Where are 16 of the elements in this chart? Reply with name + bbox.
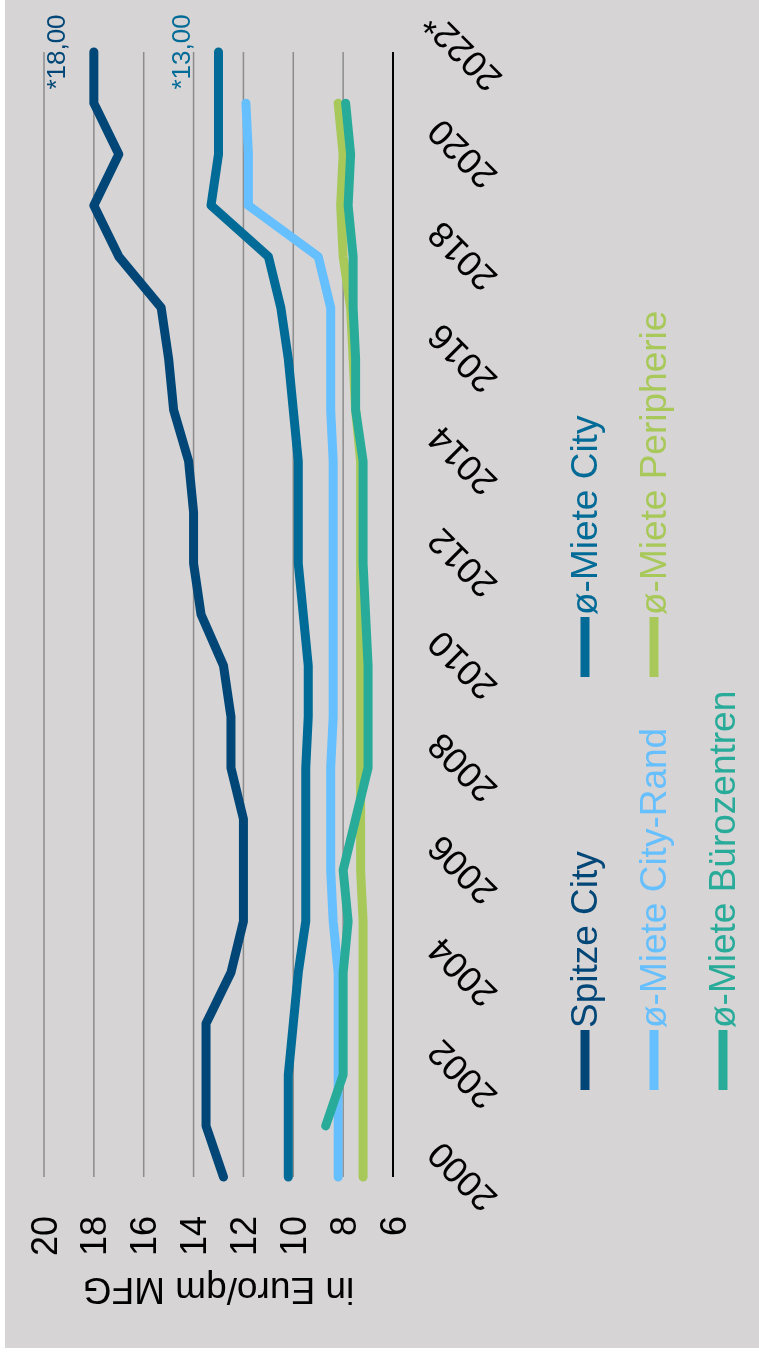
x-tick-label: 12 — [222, 1216, 264, 1257]
x-tick-label: 14 — [173, 1216, 215, 1257]
text: Spitze City — [563, 851, 604, 1028]
x-axis-title: in Euro/qm MFG — [82, 1269, 355, 1311]
x-tick-label: 10 — [272, 1216, 314, 1257]
text: ø-Miete City — [563, 415, 604, 615]
x-tick-label: 8 — [322, 1216, 364, 1237]
data-label: *13,00 — [165, 14, 196, 90]
text: ø-Miete Peripherie — [632, 310, 673, 615]
data-label: *18,00 — [40, 14, 71, 90]
text: ø-Miete City-Rand — [632, 727, 673, 1028]
x-tick-label: 20 — [23, 1216, 65, 1257]
text: ø-Miete Bürozentren — [701, 690, 742, 1028]
x-tick-label: 16 — [123, 1216, 165, 1257]
x-tick-label: 18 — [73, 1216, 115, 1257]
x-tick-label: 6 — [372, 1216, 414, 1237]
